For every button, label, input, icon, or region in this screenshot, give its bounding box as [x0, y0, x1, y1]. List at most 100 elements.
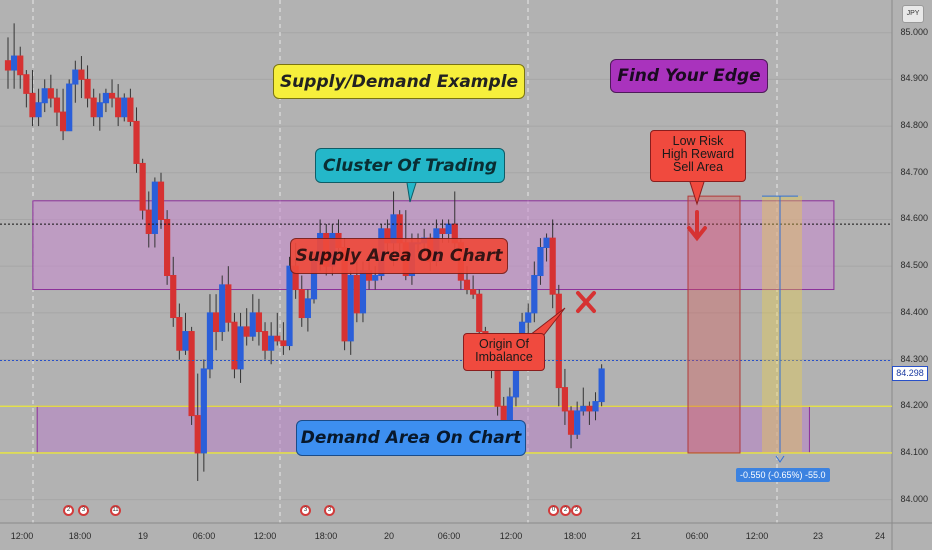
- candle-body: [347, 275, 354, 342]
- candle-body: [23, 74, 30, 94]
- candle-body: [586, 405, 593, 412]
- candle-body: [47, 88, 54, 99]
- candle-body: [176, 317, 183, 351]
- candle-body: [359, 270, 367, 314]
- x-tick-label: 19: [137, 531, 149, 541]
- down-arrow: [687, 210, 707, 242]
- y-tick-label: 84.000: [900, 493, 928, 504]
- candle-body: [108, 92, 116, 99]
- candle-body: [121, 97, 128, 118]
- candle-body: [268, 335, 275, 351]
- candle-body: [4, 60, 12, 71]
- candle-body: [555, 293, 562, 389]
- event-badge[interactable]: 2: [63, 505, 74, 516]
- x-tick-label: 18:00: [314, 531, 338, 541]
- candle-body: [567, 410, 575, 435]
- candle-body: [41, 88, 48, 104]
- instrument-badge: JPY: [902, 5, 924, 23]
- candle-body: [280, 340, 287, 347]
- candle-body: [72, 69, 79, 85]
- event-badge[interactable]: 2: [571, 505, 582, 516]
- x-tick-label: 12:00: [745, 531, 769, 541]
- candle-body: [139, 162, 146, 211]
- candle-body: [157, 181, 165, 220]
- candle-body: [170, 275, 177, 319]
- candle-body: [463, 279, 471, 291]
- candle-body: [445, 223, 452, 234]
- event-badge[interactable]: 0: [548, 505, 559, 516]
- y-tick-label: 84.900: [900, 73, 928, 84]
- event-badge[interactable]: 2: [560, 505, 571, 516]
- measure-label: -0.550 (-0.65%) -55.0: [736, 468, 830, 482]
- candle-body: [231, 321, 238, 370]
- candle-body: [237, 326, 244, 370]
- origin-note: Origin Of Imbalance: [463, 333, 545, 371]
- x-tick-label: 20: [383, 531, 395, 541]
- y-tick-label: 84.700: [900, 166, 928, 177]
- candle-body: [29, 92, 36, 118]
- candle-body: [219, 284, 226, 333]
- y-tick-label: 85.000: [900, 26, 928, 37]
- demand-label: Demand Area On Chart: [296, 420, 526, 456]
- event-badge[interactable]: 3: [78, 505, 89, 516]
- candle-body: [286, 265, 293, 347]
- y-tick-label: 84.500: [900, 260, 928, 271]
- candle-body: [531, 275, 538, 314]
- candle-body: [17, 55, 24, 76]
- y-tick-label: 84.800: [900, 120, 928, 131]
- candle-body: [574, 410, 581, 435]
- event-badge[interactable]: 11: [110, 505, 121, 516]
- candle-body: [206, 312, 214, 370]
- candle-body: [164, 218, 171, 277]
- y-tick-label: 84.300: [900, 353, 928, 364]
- candle-body: [59, 111, 67, 132]
- x-tick-label: 24: [874, 531, 886, 541]
- candle-body: [476, 293, 483, 333]
- supply-label: Supply Area On Chart: [290, 238, 508, 274]
- candle-body: [133, 120, 140, 164]
- candle-body: [188, 331, 195, 417]
- candle-body: [145, 209, 152, 234]
- x-tick-label: 12:00: [499, 531, 523, 541]
- candle-body: [84, 78, 91, 99]
- candle-body: [525, 312, 532, 323]
- candle-body: [11, 55, 18, 71]
- candle-body: [66, 83, 73, 132]
- y-tick-label: 84.400: [900, 306, 928, 317]
- candle-body: [549, 237, 556, 295]
- sell-pointer: [689, 181, 705, 206]
- title-box: Supply/Demand Example: [273, 64, 525, 99]
- candle-body: [212, 312, 220, 333]
- x-tick-label: 06:00: [437, 531, 461, 541]
- candles: [4, 23, 605, 481]
- event-badge[interactable]: 3: [300, 505, 311, 516]
- candle-body: [225, 284, 232, 323]
- origin-pointer: [529, 307, 566, 341]
- measure-arrow: [775, 455, 785, 463]
- candle-body: [261, 331, 269, 351]
- edge-box: Find Your Edge: [610, 59, 768, 93]
- x-tick-label: 06:00: [685, 531, 709, 541]
- candle-body: [127, 97, 134, 122]
- candle-body: [543, 237, 550, 248]
- candle-body: [53, 97, 61, 113]
- y-tick-label: 84.600: [900, 213, 928, 224]
- x-tick-label: 21: [630, 531, 642, 541]
- candle-body: [115, 97, 122, 118]
- event-badge[interactable]: 3: [324, 505, 335, 516]
- y-tick-label: 84.100: [900, 446, 928, 457]
- candle-body: [580, 405, 587, 412]
- x-marker: [576, 291, 596, 313]
- candle-body: [243, 326, 250, 337]
- candle-body: [537, 246, 544, 277]
- candle-body: [592, 401, 599, 412]
- cluster-pointer: [406, 182, 417, 203]
- sell-note: Low Risk High Reward Sell Area: [650, 130, 746, 182]
- x-tick-label: 18:00: [563, 531, 587, 541]
- candle-body: [35, 102, 42, 118]
- candle-body: [298, 289, 305, 319]
- x-tick-label: 06:00: [192, 531, 216, 541]
- candle-body: [255, 312, 263, 333]
- candle-body: [90, 97, 97, 118]
- x-tick-label: 12:00: [10, 531, 34, 541]
